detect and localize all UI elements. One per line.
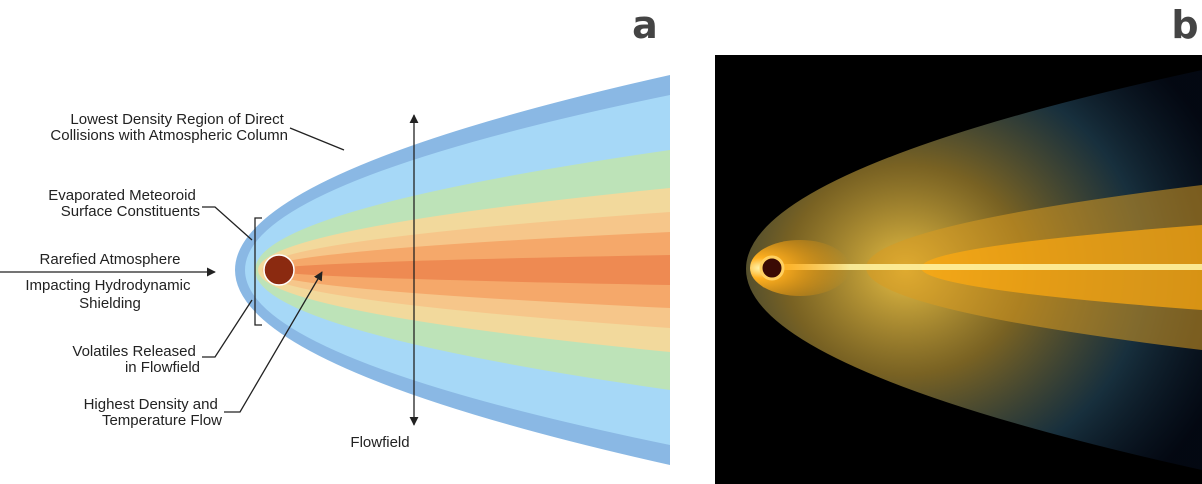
annotation: Flowfield	[350, 434, 409, 451]
panel-label: b	[1171, 3, 1198, 47]
annotation: Volatiles Released in Flowfield	[72, 343, 200, 376]
annotation: Evaporated Meteoroid Surface Constituent…	[48, 187, 200, 220]
leader	[202, 206, 253, 241]
annotation: Highest Density and Temperature Flow	[84, 396, 223, 429]
leader	[202, 299, 253, 358]
panel-b: b	[715, 3, 1202, 484]
bracket	[254, 217, 262, 326]
glow	[750, 240, 850, 296]
trail	[760, 264, 1202, 270]
meteoroid	[263, 254, 295, 286]
annotation: Lowest Density Region of Direct Collisio…	[50, 111, 288, 144]
panel-label: a	[632, 3, 658, 47]
panel-a: Lowest Density Region of Direct Collisio…	[0, 3, 670, 465]
leader	[224, 271, 323, 413]
meteoroid	[759, 255, 785, 281]
layer	[270, 255, 670, 285]
leader	[289, 127, 345, 151]
annotation: Rarefied Atmosphere	[40, 251, 181, 268]
annotation: Impacting Hydrodynamic Shielding	[25, 277, 194, 312]
